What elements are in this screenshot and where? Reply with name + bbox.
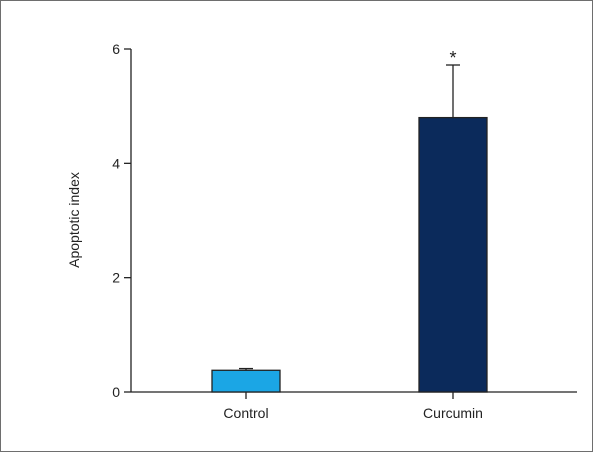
y-axis: 0 2 4 6 (112, 41, 132, 400)
y-axis-label: Apoptotic index (66, 172, 82, 268)
x-tick-label-control: Control (223, 405, 268, 421)
bars (211, 116, 488, 393)
bar-control (211, 369, 281, 393)
y-tick-label: 4 (112, 155, 120, 171)
y-tick-label: 2 (112, 270, 120, 286)
x-tick-label-curcumin: Curcumin (423, 405, 483, 421)
y-tick-label: 6 (112, 41, 120, 57)
annotations: * (449, 48, 456, 68)
significance-marker: * (449, 48, 456, 68)
y-tick-label: 0 (112, 384, 120, 400)
bar-curcumin (418, 116, 488, 393)
error-bars (239, 64, 460, 371)
x-axis: Control Curcumin (131, 391, 577, 421)
